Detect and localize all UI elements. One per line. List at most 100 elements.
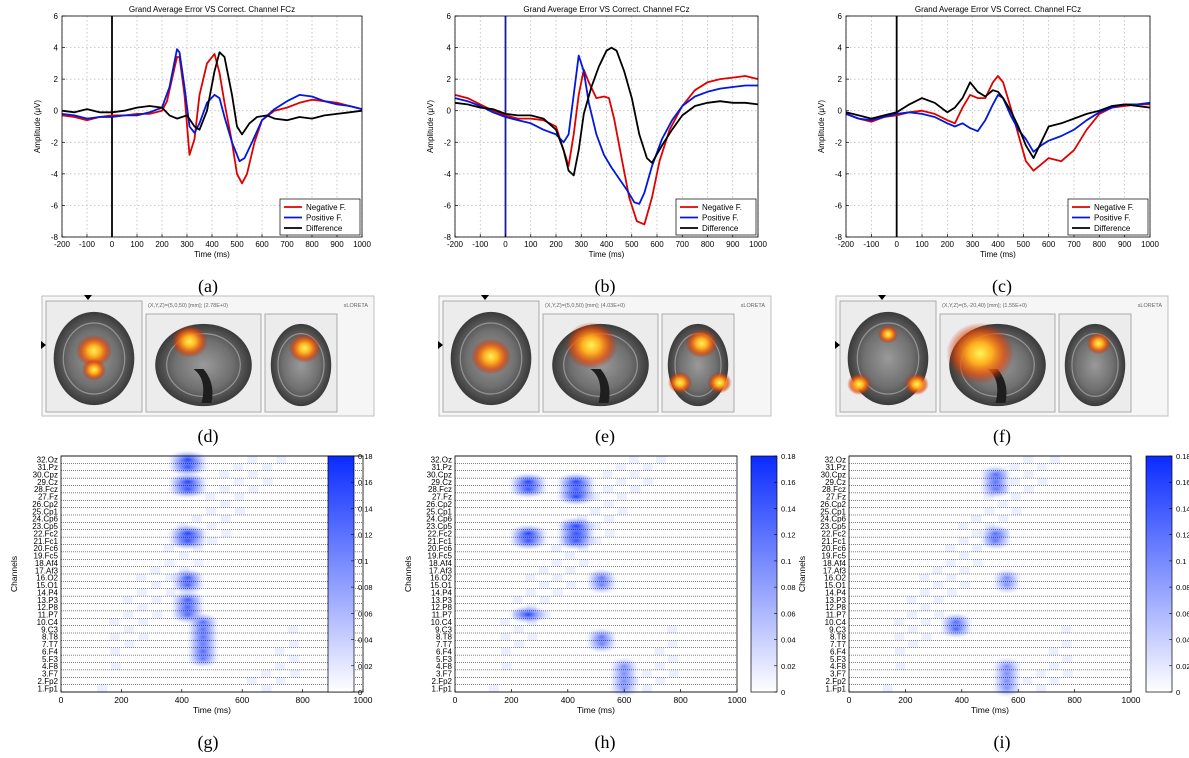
x-tick-label: 0 xyxy=(847,695,852,705)
x-tick-label: 800 xyxy=(1093,240,1107,249)
channel-label: 15.O1 xyxy=(430,581,452,590)
legend-label: Negative F. xyxy=(702,203,742,212)
heat-cell xyxy=(946,574,957,582)
x-axis-label: Time (ms) xyxy=(971,705,1009,715)
colorbar-tick-label: 0.08 xyxy=(358,583,373,592)
heat-cell xyxy=(233,478,244,486)
y-axis-label: Channels xyxy=(403,556,413,592)
heat-cell xyxy=(945,559,956,567)
channel-label: 26.Cp2 xyxy=(426,500,452,509)
channel-label: 3.F7 xyxy=(42,670,59,679)
heat-cell xyxy=(603,500,614,508)
heat-cell xyxy=(262,463,273,471)
x-tick-label: 1000 xyxy=(354,695,373,705)
activation-blob xyxy=(82,359,106,381)
colorbar-tick-label: 0 xyxy=(358,688,362,697)
heat-cell xyxy=(110,647,121,656)
channel-label: 24.Cp6 xyxy=(426,515,452,524)
activation-blob xyxy=(471,338,511,375)
heat-cell xyxy=(288,640,299,648)
heat-cell xyxy=(247,456,258,464)
heat-cell xyxy=(932,566,943,574)
channel-label: 31.Pz xyxy=(432,463,452,472)
x-tick-label: 400 xyxy=(175,695,189,705)
channel-label: 22.Fc2 xyxy=(428,529,453,538)
marker-top xyxy=(84,295,92,300)
channel-label: 17.Af3 xyxy=(823,566,847,575)
chart-title: Grand Average Error VS Correct. Channel … xyxy=(915,5,1081,14)
heat-cell xyxy=(512,596,523,604)
caption-h: (h) xyxy=(595,732,616,753)
x-tick-label: 700 xyxy=(676,240,690,249)
channel-label: 9.C3 xyxy=(435,625,452,634)
legend-label: Positive F. xyxy=(702,214,738,223)
channel-label: 18.Af4 xyxy=(823,559,847,568)
heat-cell xyxy=(178,551,189,560)
heat-hotspot xyxy=(166,472,210,492)
channel-label: 30.Cpz xyxy=(427,470,452,479)
channel-label: 25.Cp1 xyxy=(820,507,846,516)
channel-label: 17.Af3 xyxy=(429,566,453,575)
heat-cell xyxy=(123,625,134,633)
channel-heatmap-i: 1.Fp12.Fp23.F74.F85.F36.F47.T78.T89.C310… xyxy=(797,452,1189,715)
heat-cell xyxy=(908,640,919,648)
heat-cell xyxy=(894,633,905,641)
heat-cell xyxy=(616,492,627,501)
y-tick-label: -4 xyxy=(835,170,843,179)
heat-cell xyxy=(945,544,956,552)
heat-cell xyxy=(893,618,904,626)
channel-label: 13.P3 xyxy=(825,596,846,605)
heat-cell xyxy=(919,588,930,597)
caption-b: (b) xyxy=(595,276,616,297)
channel-label: 4.F8 xyxy=(436,662,453,671)
colorbar-tick-label: 0.14 xyxy=(358,504,373,513)
heat-cell xyxy=(123,610,134,619)
x-tick-label: 1000 xyxy=(1141,240,1159,249)
channel-label: 20.Fc6 xyxy=(822,544,847,553)
channel-label: 14.P4 xyxy=(431,588,452,597)
heat-cell xyxy=(643,478,654,486)
channel-label: 1.Fp1 xyxy=(432,684,453,693)
heat-cell xyxy=(933,596,944,604)
x-tick-label: 600 xyxy=(235,695,249,705)
colorbar-tick-label: 0.06 xyxy=(358,609,373,618)
legend-label: Negative F. xyxy=(306,203,346,212)
y-axis-label: Amplitude (μV) xyxy=(33,100,42,153)
heat-cell xyxy=(289,669,300,678)
x-axis-label: Time (ms) xyxy=(194,250,230,259)
channel-label: 15.O1 xyxy=(36,581,58,590)
y-tick-label: -6 xyxy=(51,201,59,210)
channel-label: 28.Fcz xyxy=(822,485,846,494)
x-tick-label: 200 xyxy=(155,240,169,249)
x-tick-label: 600 xyxy=(617,695,631,705)
heat-cell xyxy=(642,684,653,692)
marker-left xyxy=(438,341,443,349)
x-tick-label: 800 xyxy=(296,695,310,705)
heat-cell xyxy=(1022,456,1033,464)
map-tag: sLORETA xyxy=(344,303,369,309)
heat-cell xyxy=(1023,470,1034,479)
x-tick-label: 100 xyxy=(915,240,929,249)
colorbar-tick-label: 0.1 xyxy=(358,557,368,566)
activation-blob xyxy=(565,321,618,369)
x-tick-label: 0 xyxy=(110,240,115,249)
heat-hotspot xyxy=(990,568,1024,588)
heat-cell xyxy=(1011,507,1022,515)
y-tick-label: -8 xyxy=(444,233,452,242)
x-tick-label: 0 xyxy=(894,240,899,249)
heat-cell xyxy=(972,559,983,567)
channel-label: 19.Fc5 xyxy=(34,552,59,561)
heat-hotspot xyxy=(185,641,221,662)
colorbar-tick-label: 0.16 xyxy=(781,478,796,487)
x-tick-label: -100 xyxy=(472,240,489,249)
x-tick-label: 600 xyxy=(255,240,269,249)
heat-cell xyxy=(654,647,665,656)
x-tick-label: 0 xyxy=(59,695,64,705)
colorbar-tick-label: 0 xyxy=(1176,688,1180,697)
sloreta-map-d: (X,Y,Z)=(5,0,50) [mm]; (2.78E+0) sLORETA xyxy=(41,295,375,417)
heat-cell xyxy=(667,625,678,633)
heat-cell xyxy=(628,456,639,464)
channel-label: 17.Af3 xyxy=(35,566,59,575)
channel-label: 10.C4 xyxy=(37,618,59,627)
channel-label: 21.Fc1 xyxy=(822,537,847,546)
